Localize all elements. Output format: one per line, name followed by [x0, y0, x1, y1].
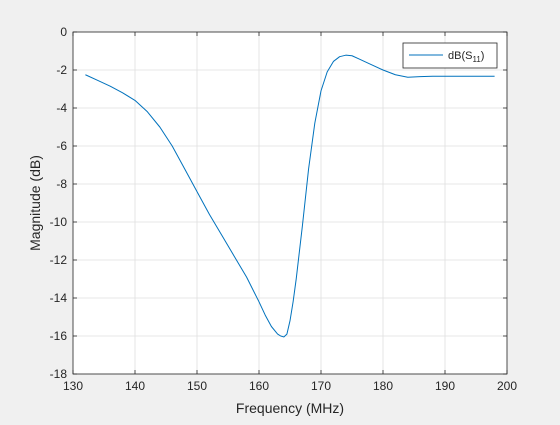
y-axis-label: Magnitude (dB) — [27, 155, 43, 251]
x-tick-label: 170 — [311, 379, 331, 393]
plot-frame — [72, 31, 508, 375]
legend-entry: dB(S11) — [448, 50, 484, 64]
ticks: 130 140 150 160 170 180 190 200 0 -2 -4 -6 -8 -10 -12 -… — [50, 25, 518, 393]
y-tick-label: -4 — [56, 101, 67, 115]
x-tick-label: 160 — [249, 379, 269, 393]
y-tick-label: -18 — [50, 367, 68, 381]
x-tick-label: 130 — [63, 379, 83, 393]
x-tick-label: 190 — [435, 379, 455, 393]
y-tick-label: -16 — [50, 329, 68, 343]
y-tick-label: -12 — [50, 253, 68, 267]
y-tick-label: -2 — [56, 63, 67, 77]
y-tick-label: -10 — [50, 215, 68, 229]
x-axis-label: Frequency (MHz) — [236, 400, 344, 416]
legend-entry-sub: 11 — [472, 55, 481, 64]
y-tick-label: 0 — [60, 25, 67, 39]
x-tick-label: 140 — [125, 379, 145, 393]
plot-area — [73, 32, 507, 374]
y-tick-label: -8 — [56, 177, 67, 191]
legend-entry-tail: ) — [481, 50, 485, 62]
x-tick-label: 200 — [497, 379, 517, 393]
series-line-s11 — [85, 54, 495, 338]
legend-entry-base: dB(S — [448, 50, 472, 62]
series-layer — [85, 54, 495, 338]
y-tick-label: -14 — [50, 291, 68, 305]
x-tick-label: 150 — [187, 379, 207, 393]
y-tick-label: -6 — [56, 139, 67, 153]
x-tick-label: 180 — [373, 379, 393, 393]
legend: dB(S11) — [402, 42, 498, 69]
